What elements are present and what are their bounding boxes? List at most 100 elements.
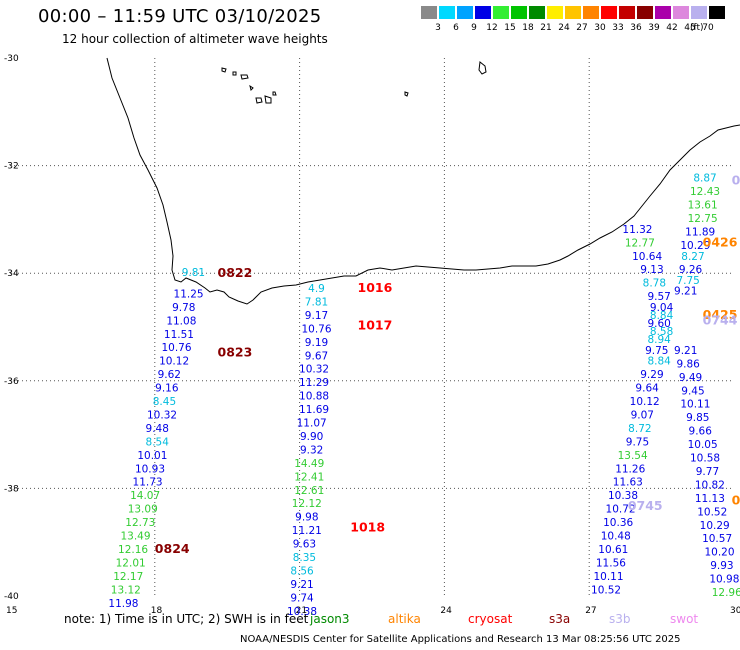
wave-height-label: 9.66 [689, 426, 713, 438]
wave-height-label: 9.04 [650, 302, 674, 314]
track-0426-left: 11.3212.7710.649.138.789.579.048.849.608… [591, 224, 674, 596]
wave-height-label: 10.20 [704, 547, 734, 559]
wave-height-label: 9.21 [290, 579, 313, 591]
wave-height-label: 10.76 [161, 342, 191, 354]
color-scale-label: 70 [702, 23, 714, 33]
color-scale-label: 45 [684, 23, 696, 33]
wave-height-label: 11.21 [292, 525, 322, 537]
wave-height-label: 10.01 [137, 450, 167, 462]
satellite-legend-item: swot [670, 612, 699, 626]
wave-height-label: 9.19 [305, 337, 328, 349]
wave-height-label: 12.17 [113, 571, 143, 583]
wave-height-label: 9.74 [290, 592, 314, 604]
wave-height-label: 12.73 [125, 517, 155, 529]
footer-credit: NOAA/NESDIS Center for Satellite Applica… [240, 634, 681, 645]
color-scale-label: 6 [453, 23, 459, 33]
wave-height-label: 10.72 [606, 504, 636, 516]
wave-height-label: 7.75 [676, 275, 699, 287]
wave-height-label: 11.25 [174, 288, 204, 300]
color-scale-label: 33 [612, 23, 624, 33]
pass-id-label-cut: 074 [732, 172, 740, 187]
pass-id-label: 1016 [358, 280, 393, 295]
wave-height-label: 9.98 [295, 512, 318, 524]
lat-tick-label: -30 [4, 54, 19, 64]
color-swatch [493, 6, 509, 19]
wave-height-label: 8.72 [628, 423, 651, 435]
graticule-grid [10, 58, 734, 596]
color-swatch [583, 6, 599, 19]
wave-height-label: 10.61 [598, 544, 628, 556]
track-0744-right: 8.8712.4313.6112.7511.8910.298.279.267.7… [674, 173, 740, 599]
lon-tick-label: 15 [6, 606, 17, 616]
wave-height-label: 11.13 [695, 493, 725, 505]
wave-height-label: 12.01 [116, 557, 146, 569]
wave-height-label: 13.09 [128, 504, 158, 516]
satellite-tracks: 9.8111.259.7811.0811.5110.7610.129.629.1… [108, 173, 740, 618]
lat-tick-label: -34 [4, 269, 19, 279]
lat-tick-label: -40 [4, 592, 19, 602]
wave-height-label: 10.05 [688, 439, 718, 451]
wave-height-label: 9.90 [300, 431, 323, 443]
wave-height-label: 10.48 [601, 531, 631, 543]
lon-tick-label: 24 [440, 606, 452, 616]
color-scale-label: 9 [471, 23, 477, 33]
color-scale-label: 12 [486, 23, 498, 33]
pass-id-label: 0426 [703, 234, 738, 249]
color-swatch [457, 6, 473, 19]
wave-height-label: 9.78 [172, 302, 195, 314]
satellite-legend-item: jason3 [310, 612, 350, 626]
wave-height-label: 8.45 [153, 396, 176, 408]
wave-height-label: 9.13 [640, 264, 663, 276]
wave-height-label: 10.32 [147, 409, 177, 421]
wave-height-label: 12.75 [688, 213, 718, 225]
wave-height-label: 10.76 [301, 323, 331, 335]
wave-height-label: 9.21 [674, 286, 697, 298]
wave-height-label: 11.08 [166, 315, 196, 327]
wave-height-label: 10.36 [603, 517, 633, 529]
lat-tick-label: -38 [4, 484, 19, 494]
wave-height-label: 9.45 [681, 385, 704, 397]
footer-note: note: 1) Time is in UTC; 2) SWH is in fe… [64, 612, 309, 626]
pass-id-label: 1018 [350, 519, 385, 534]
color-swatch [691, 6, 707, 19]
wave-height-label: 11.32 [622, 224, 652, 236]
lat-tick-label: -36 [4, 377, 19, 387]
wave-height-label: 9.62 [158, 369, 181, 381]
color-swatch [421, 6, 437, 19]
lon-tick-label: 21 [296, 606, 307, 616]
wave-height-label: 8.35 [293, 552, 316, 564]
lat-tick-label: -32 [4, 162, 19, 172]
wave-height-label: 13.61 [688, 200, 718, 212]
wave-height-label: 12.61 [294, 485, 324, 497]
wave-height-label: 10.29 [680, 240, 710, 252]
wave-height-label: 8.78 [643, 278, 666, 290]
wave-height-label: 4.9 [308, 283, 325, 295]
wave-height-label: 8.58 [650, 326, 673, 338]
pass-id-label: 0745 [628, 498, 663, 513]
wave-height-label: 10.64 [632, 251, 662, 263]
color-swatch [673, 6, 689, 19]
wave-height-label: 9.75 [626, 436, 649, 448]
wave-height-label: 10.57 [702, 533, 732, 545]
lon-tick-label: 30 [730, 606, 740, 616]
wave-height-label: 10.12 [159, 356, 189, 368]
color-swatch [547, 6, 563, 19]
wave-height-label: 12.43 [690, 186, 720, 198]
color-scale-label: 15 [504, 23, 516, 33]
color-swatch [439, 6, 455, 19]
wave-height-label: 9.26 [679, 264, 703, 276]
pass-id-label: 0744 [703, 312, 738, 327]
map-subtitle: 12 hour collection of altimeter wave hei… [62, 32, 328, 46]
wave-height-label: 14.07 [130, 490, 160, 502]
pass-id-label-cut: 0 [732, 493, 740, 508]
pass-id-label: 0425 [703, 307, 738, 322]
wave-height-label: 9.17 [305, 310, 328, 322]
wave-height-label: 10.38 [287, 606, 317, 618]
wave-height-label: 11.73 [133, 477, 163, 489]
wave-height-label: 9.21 [674, 345, 697, 357]
wave-height-label: 11.98 [108, 598, 138, 610]
wave-height-label: 8.56 [290, 565, 314, 577]
